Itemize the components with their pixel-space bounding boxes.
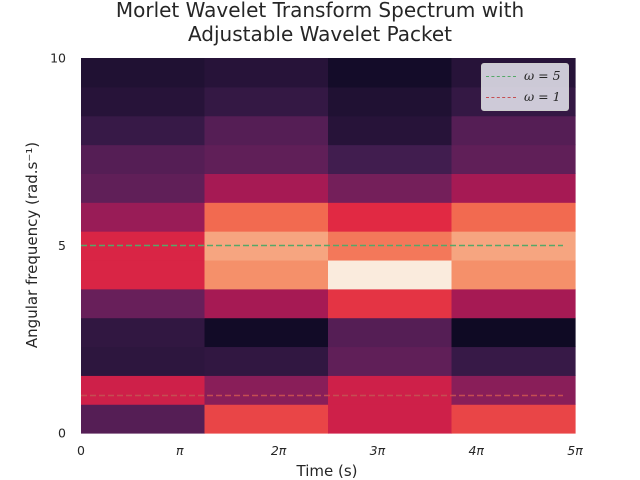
heatmap-cell: [81, 288, 206, 319]
heatmap-cell: [204, 115, 329, 146]
heatmap-cell: [451, 317, 576, 348]
legend-item-omega-1: ω = 1: [486, 89, 561, 107]
heatmap-cell: [204, 346, 329, 376]
heatmap-cells: [81, 58, 576, 434]
heatmap-cell: [81, 404, 206, 434]
heatmap-cell: [204, 86, 329, 117]
y-tick-label: 10: [50, 51, 66, 66]
heatmap-cell: [204, 288, 329, 319]
heatmap-cell: [81, 173, 206, 203]
heatmap-cell: [451, 173, 576, 203]
heatmap-cell: [204, 173, 329, 203]
heatmap-cell: [328, 404, 453, 434]
heatmap-cell: [204, 58, 329, 88]
heatmap-cell: [81, 259, 206, 290]
x-tick-label: 2π: [271, 443, 287, 458]
heatmap-cell: [81, 375, 206, 405]
y-tick-label: 0: [58, 426, 66, 441]
heatmap-cell: [81, 86, 206, 117]
heatmap-cell: [451, 202, 576, 232]
heatmap-cell: [328, 288, 453, 319]
chart-title-line-1: Morlet Wavelet Transform Spectrum with: [115, 0, 525, 22]
heatmap-cell: [81, 202, 206, 232]
heatmap-cell: [204, 144, 329, 174]
heatmap-cell: [204, 259, 329, 290]
heatmap-cell: [328, 317, 453, 348]
y-axis-ticks: 0 5 10: [50, 51, 66, 441]
chart-title-line-2: Adjustable Wavelet Packet: [187, 22, 453, 46]
heatmap-cell: [451, 115, 576, 146]
heatmap-cell: [328, 259, 453, 290]
heatmap-cell: [204, 202, 329, 232]
x-tick-label: 0: [77, 443, 85, 458]
legend-swatch-omega-5: [486, 76, 516, 77]
heatmap-cell: [328, 346, 453, 376]
heatmap-cell: [81, 317, 206, 348]
heatmap-cell: [204, 404, 329, 434]
heatmap-cell: [81, 58, 206, 88]
heatmap-cell: [328, 58, 453, 88]
heatmap-cell: [451, 144, 576, 174]
heatmap-cell: [328, 173, 453, 203]
heatmap-cell: [451, 404, 576, 434]
heatmap-cell: [451, 375, 576, 405]
heatmap-cell: [451, 346, 576, 376]
heatmap-cell: [328, 375, 453, 405]
x-axis-label: Time (s): [296, 462, 358, 480]
x-axis-ticks: 0 π 2π 3π 4π 5π: [77, 443, 583, 458]
legend: ω = 5 ω = 1: [481, 63, 569, 111]
legend-label-omega-5: ω = 5: [524, 68, 561, 83]
heatmap-cell: [328, 144, 453, 174]
legend-swatch-omega-1: [486, 97, 516, 98]
y-tick-label: 5: [58, 238, 66, 253]
heatmap-cell: [328, 115, 453, 146]
reference-lines: [81, 244, 563, 397]
legend-item-omega-5: ω = 5: [486, 68, 561, 86]
heatmap-cell: [451, 288, 576, 319]
x-tick-label: 4π: [468, 443, 484, 458]
x-tick-label: π: [176, 443, 184, 458]
x-tick-label: 3π: [370, 443, 386, 458]
heatmap-cell: [81, 346, 206, 376]
legend-label-omega-1: ω = 1: [524, 89, 561, 104]
y-axis-label: Angular frequency (rad.s⁻¹): [23, 142, 41, 348]
heatmap-cell: [204, 375, 329, 405]
heatmap-cell: [328, 86, 453, 117]
x-tick-label: 5π: [567, 443, 583, 458]
heatmap-cell: [328, 202, 453, 232]
heatmap-cell: [204, 317, 329, 348]
heatmap-cell: [81, 144, 206, 174]
heatmap-cell: [81, 115, 206, 146]
heatmap-cell: [451, 259, 576, 290]
